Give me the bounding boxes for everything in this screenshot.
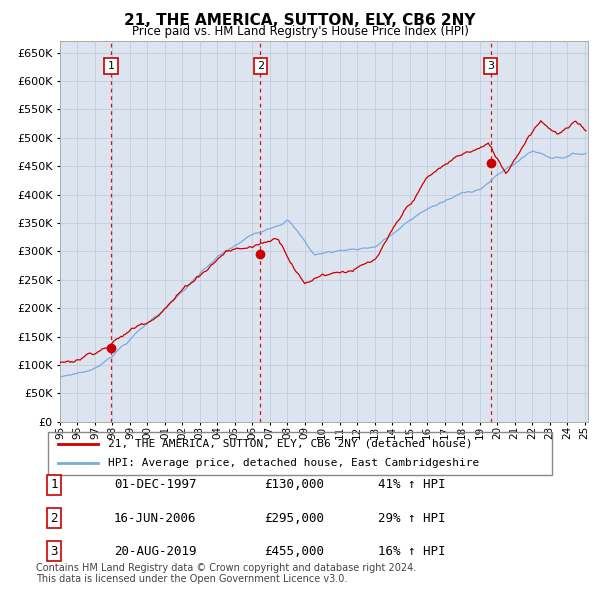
Text: This data is licensed under the Open Government Licence v3.0.: This data is licensed under the Open Gov… <box>36 574 347 584</box>
Text: 2: 2 <box>257 61 264 71</box>
Text: 16% ↑ HPI: 16% ↑ HPI <box>378 545 445 558</box>
Text: 3: 3 <box>487 61 494 71</box>
Text: 16-JUN-2006: 16-JUN-2006 <box>114 512 197 525</box>
Text: 21, THE AMERICA, SUTTON, ELY, CB6 2NY: 21, THE AMERICA, SUTTON, ELY, CB6 2NY <box>124 13 476 28</box>
Text: Price paid vs. HM Land Registry's House Price Index (HPI): Price paid vs. HM Land Registry's House … <box>131 25 469 38</box>
Text: 41% ↑ HPI: 41% ↑ HPI <box>378 478 445 491</box>
Text: £455,000: £455,000 <box>264 545 324 558</box>
Text: 01-DEC-1997: 01-DEC-1997 <box>114 478 197 491</box>
Text: 29% ↑ HPI: 29% ↑ HPI <box>378 512 445 525</box>
Text: 3: 3 <box>50 545 58 558</box>
Text: Contains HM Land Registry data © Crown copyright and database right 2024.: Contains HM Land Registry data © Crown c… <box>36 563 416 573</box>
Text: £295,000: £295,000 <box>264 512 324 525</box>
Text: 21, THE AMERICA, SUTTON, ELY, CB6 2NY (detached house): 21, THE AMERICA, SUTTON, ELY, CB6 2NY (d… <box>109 439 473 449</box>
Text: 1: 1 <box>50 478 58 491</box>
Text: 20-AUG-2019: 20-AUG-2019 <box>114 545 197 558</box>
Text: HPI: Average price, detached house, East Cambridgeshire: HPI: Average price, detached house, East… <box>109 458 480 468</box>
Text: £130,000: £130,000 <box>264 478 324 491</box>
Text: 1: 1 <box>107 61 115 71</box>
Text: 2: 2 <box>50 512 58 525</box>
